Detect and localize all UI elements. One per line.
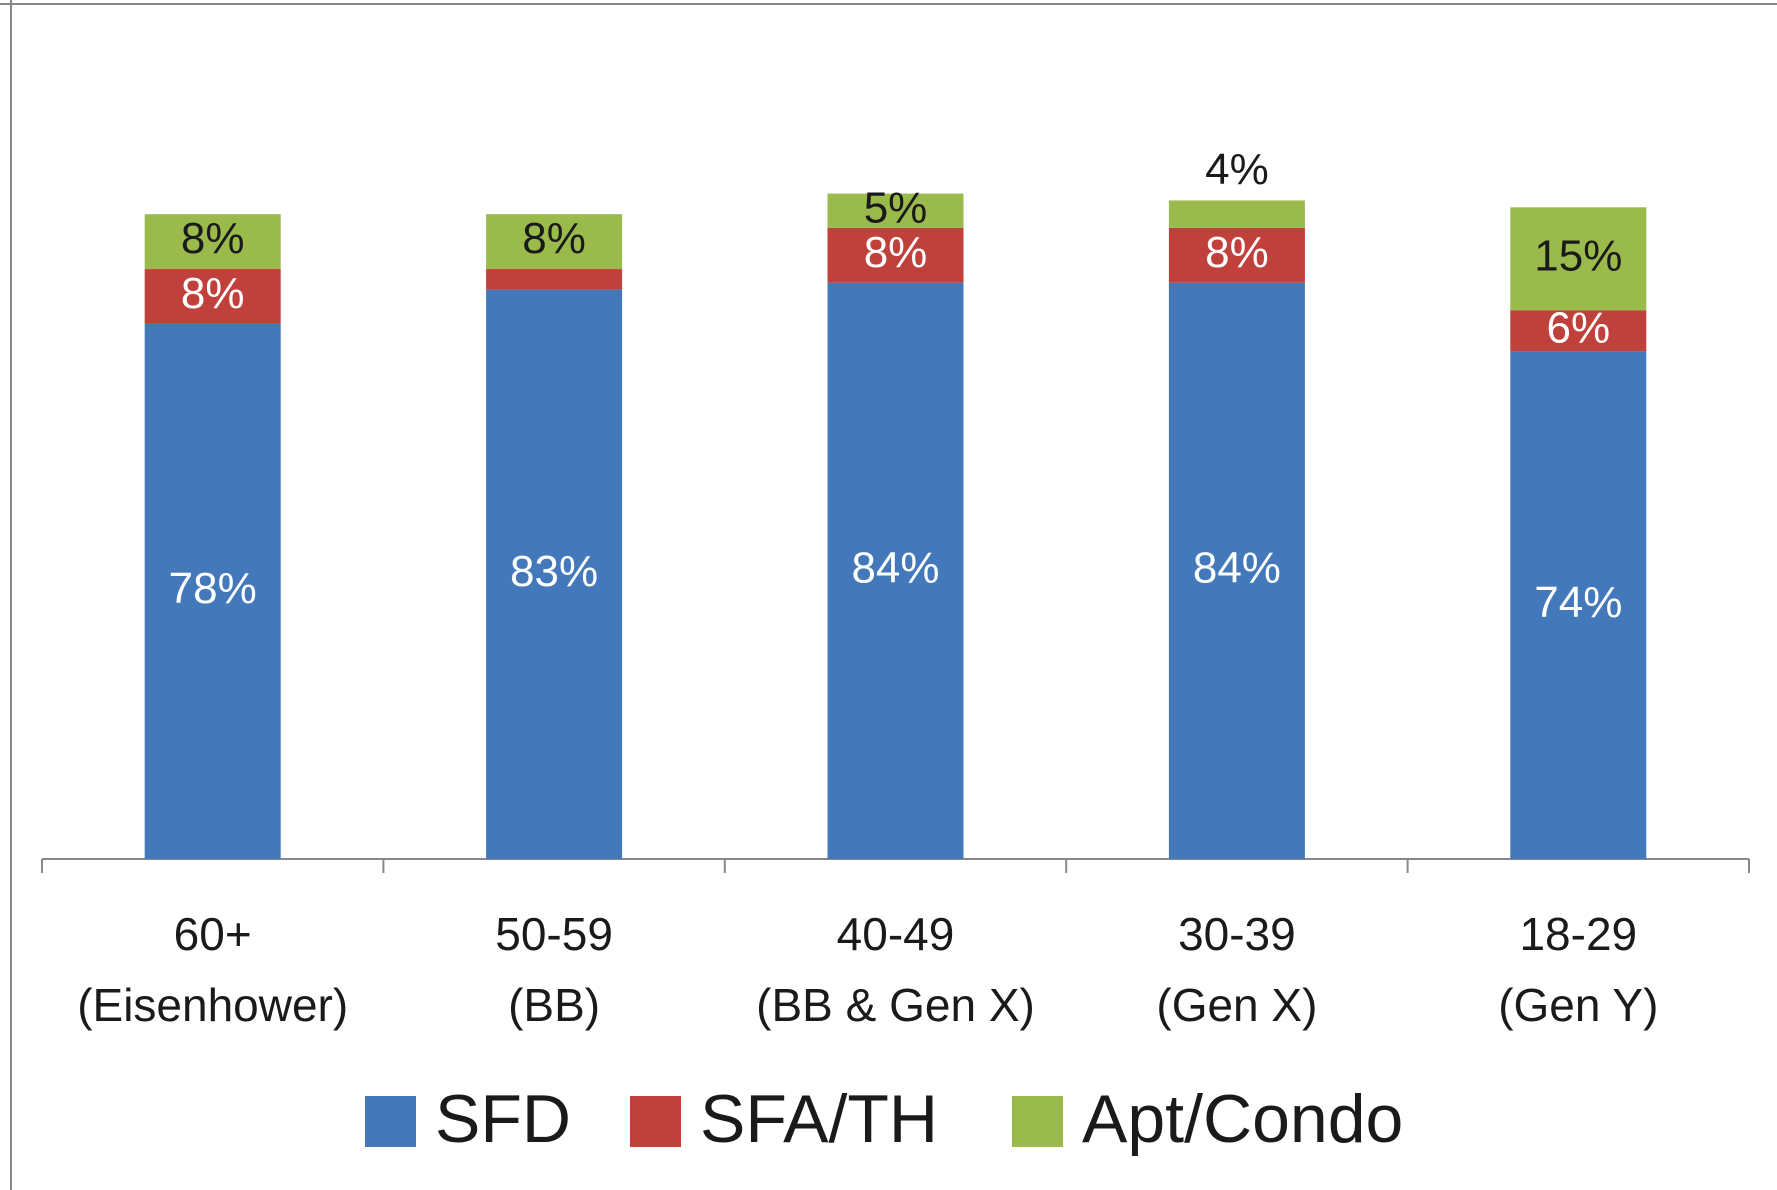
bar-segment bbox=[486, 269, 623, 290]
bar-segment bbox=[1168, 200, 1305, 228]
data-label: 8% bbox=[1205, 228, 1269, 277]
legend-label: SFD bbox=[435, 1081, 571, 1157]
bar-segment bbox=[1168, 227, 1305, 283]
bar-segment bbox=[827, 193, 964, 228]
bar-segment bbox=[1510, 310, 1647, 352]
data-label: 8% bbox=[181, 214, 245, 263]
legend-swatch bbox=[365, 1096, 416, 1147]
x-tick-label: (Eisenhower) bbox=[77, 979, 348, 1031]
data-label: 8% bbox=[181, 269, 245, 318]
legend-swatch bbox=[630, 1096, 681, 1147]
bar-segment bbox=[486, 214, 623, 270]
bar-segment bbox=[1510, 207, 1647, 311]
bar-segment bbox=[486, 289, 623, 859]
data-label: 84% bbox=[851, 544, 939, 593]
data-label: 5% bbox=[864, 183, 928, 232]
x-tick-label: (BB & Gen X) bbox=[756, 979, 1035, 1031]
legend-swatch bbox=[1012, 1096, 1063, 1147]
bar-segment bbox=[1510, 351, 1647, 859]
legend-label: SFA/TH bbox=[700, 1081, 938, 1157]
bar-segment bbox=[1168, 282, 1305, 859]
bar-segment bbox=[144, 323, 281, 859]
bar-segment bbox=[827, 282, 964, 859]
x-tick-label: 40-49 bbox=[837, 908, 955, 960]
x-tick-label: 30-39 bbox=[1178, 908, 1296, 960]
bar-segment bbox=[144, 214, 281, 270]
data-label: 78% bbox=[169, 564, 257, 613]
bar-segment bbox=[144, 269, 281, 324]
data-label: 6% bbox=[1547, 303, 1611, 352]
bar-segment bbox=[827, 227, 964, 283]
data-label: 8% bbox=[864, 228, 928, 277]
data-label: 8% bbox=[522, 214, 586, 263]
legend-label: Apt/Condo bbox=[1082, 1081, 1403, 1157]
x-tick-label: (Gen X) bbox=[1156, 979, 1317, 1031]
data-label: 84% bbox=[1193, 544, 1281, 593]
data-label: 74% bbox=[1534, 578, 1622, 627]
x-tick-label: (BB) bbox=[508, 979, 600, 1031]
x-tick-label: 60+ bbox=[174, 908, 252, 960]
x-tick-label: 50-59 bbox=[495, 908, 613, 960]
x-tick-label: 18-29 bbox=[1519, 908, 1637, 960]
data-label: 83% bbox=[510, 547, 598, 596]
data-label: 4% bbox=[1205, 145, 1269, 194]
x-tick-label: (Gen Y) bbox=[1498, 979, 1658, 1031]
data-label: 15% bbox=[1534, 231, 1622, 280]
